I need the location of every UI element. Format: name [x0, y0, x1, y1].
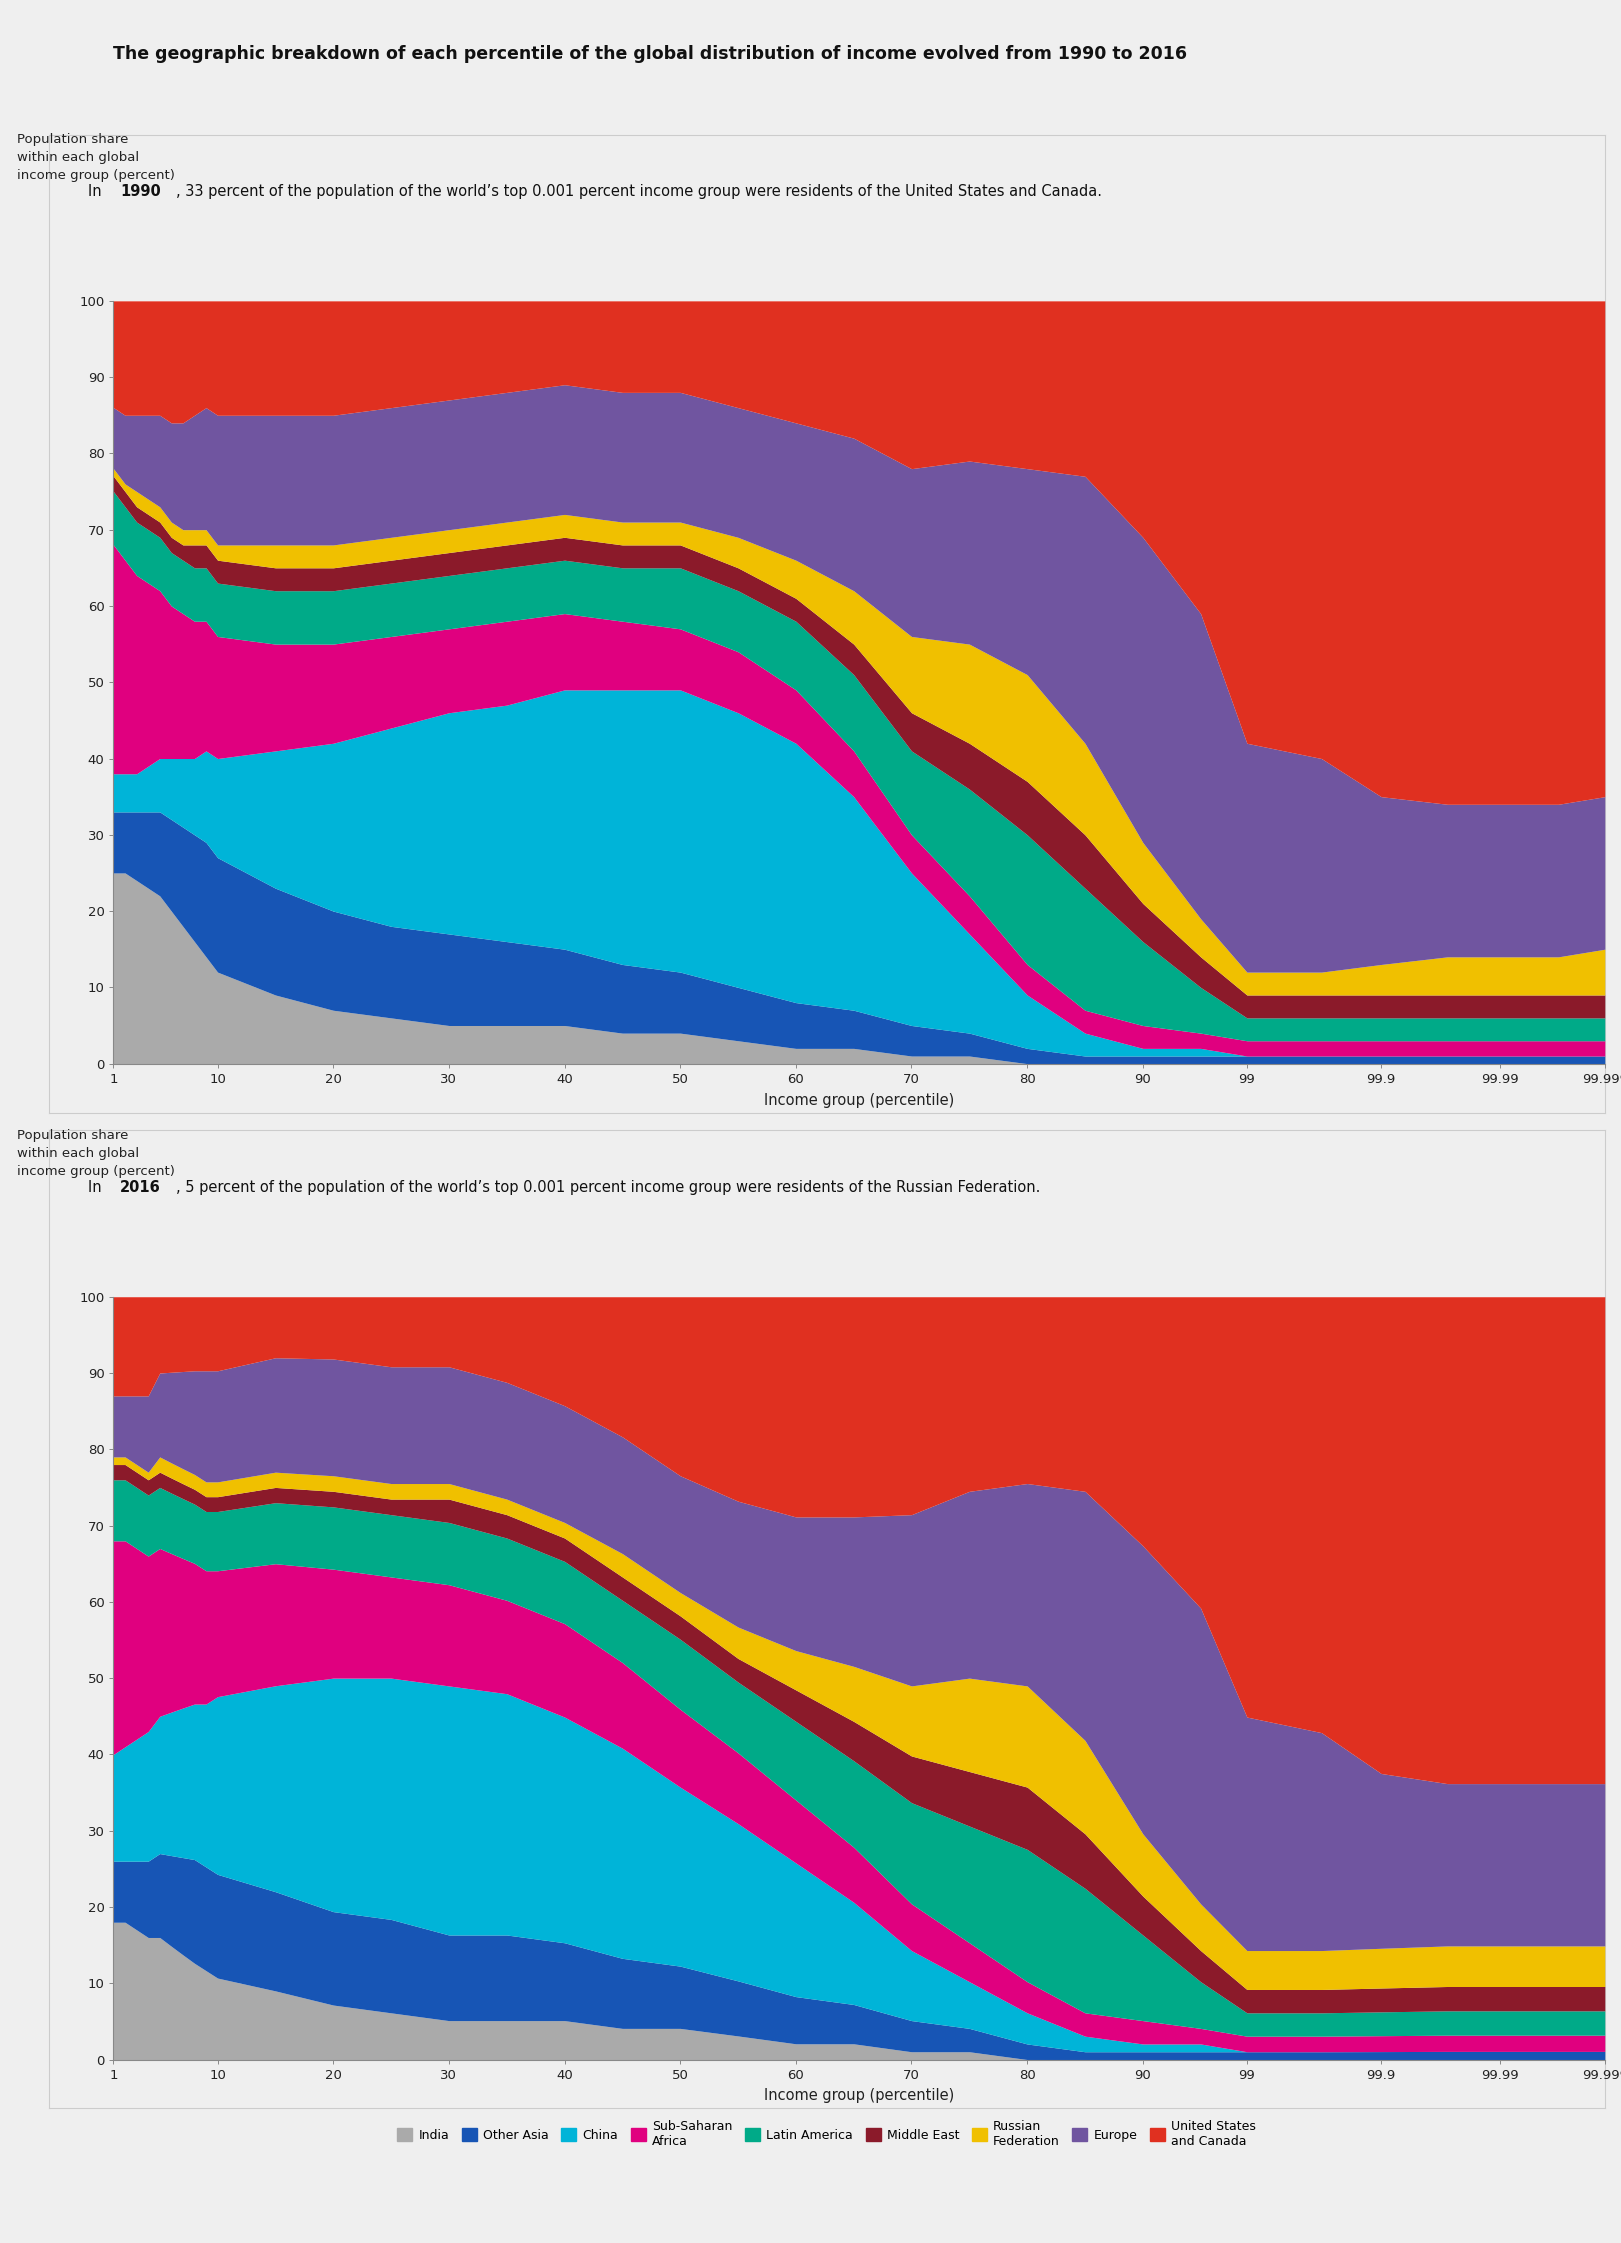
- Text: In: In: [88, 1180, 105, 1196]
- Text: The geographic breakdown of each percentile of the global distribution of income: The geographic breakdown of each percent…: [113, 45, 1188, 63]
- Text: , 33 percent of the population of the world’s top 0.001 percent income group wer: , 33 percent of the population of the wo…: [177, 184, 1102, 200]
- X-axis label: Income group (percentile): Income group (percentile): [763, 2088, 955, 2104]
- X-axis label: Income group (percentile): Income group (percentile): [763, 1092, 955, 1108]
- Text: 1990: 1990: [120, 184, 160, 200]
- Text: In: In: [88, 184, 105, 200]
- Text: Population share
within each global
income group (percent): Population share within each global inco…: [16, 132, 175, 182]
- Text: 2016: 2016: [120, 1180, 160, 1196]
- Text: Population share
within each global
income group (percent): Population share within each global inco…: [16, 1128, 175, 1178]
- Legend: India, Other Asia, China, Sub-Saharan
Africa, Latin America, Middle East, Russia: India, Other Asia, China, Sub-Saharan Af…: [392, 2115, 1261, 2153]
- Text: , 5 percent of the population of the world’s top 0.001 percent income group were: , 5 percent of the population of the wor…: [177, 1180, 1041, 1196]
